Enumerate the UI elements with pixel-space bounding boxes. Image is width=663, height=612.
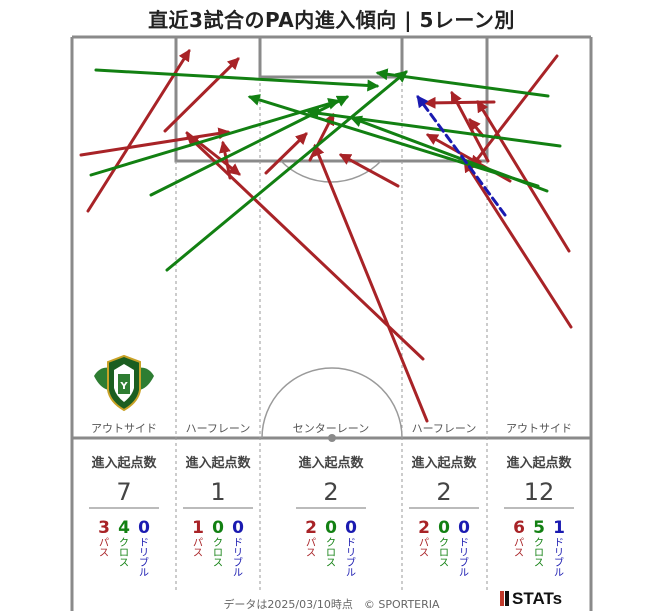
center-spot — [328, 434, 336, 442]
lane-2-pass-label: パス — [306, 537, 316, 559]
lane-0-pass-count: 3 — [98, 518, 110, 538]
lane-names: アウトサイド ハーフレーン センターレーン ハーフレーン アウトサイド — [91, 422, 572, 435]
lane-header-1: 進入起点数 — [185, 455, 251, 471]
pass-arrow-16 — [468, 118, 485, 138]
lane-1-cross-count: 0 — [212, 518, 224, 538]
lane-0-cross-label: クロス — [119, 537, 129, 569]
lane-total-0: 7 — [116, 478, 131, 506]
lane-4-cross-label: クロス — [534, 537, 544, 569]
lane-name-0: アウトサイド — [91, 422, 157, 435]
arrow-layer — [79, 48, 573, 423]
lane-3-dribble-label: ドリブル — [459, 538, 469, 579]
lane-1-dribble-count: 0 — [232, 518, 244, 538]
stats-logo-icon — [500, 591, 509, 606]
lane-4-pass-label: パス — [514, 537, 524, 559]
lane-total-4: 12 — [524, 478, 555, 506]
lane-3-pass-count: 2 — [418, 518, 430, 538]
brand-logo: STATs — [500, 589, 562, 609]
lane-name-4: アウトサイド — [506, 422, 572, 435]
pass-arrow-1 — [163, 57, 240, 133]
cross-arrow-19 — [89, 98, 341, 177]
lane-header-0: 進入起点数 — [91, 455, 157, 471]
lane-total-1: 1 — [210, 478, 225, 506]
lane-2-dribble-label: ドリブル — [346, 538, 356, 579]
pass-arrow-7 — [338, 153, 400, 188]
pass-arrow-8 — [313, 143, 429, 423]
pass-arrow-12 — [463, 159, 573, 329]
lane-header-4: 進入起点数 — [506, 455, 572, 471]
lane-3-dribble-count: 0 — [458, 518, 470, 538]
pass-arrow-13 — [423, 96, 496, 109]
pass-arrow-0 — [86, 48, 191, 213]
lane-1-pass-label: パス — [193, 537, 203, 559]
lane-0-pass-label: パス — [99, 537, 109, 559]
lane-3-cross-label: クロス — [439, 537, 449, 569]
pass-arrow-10 — [470, 54, 559, 168]
svg-text:Y: Y — [119, 381, 128, 392]
pass-arrow-9 — [186, 134, 425, 361]
pass-arrow-2 — [79, 127, 231, 157]
lane-1-pass-count: 1 — [192, 518, 204, 538]
lane-1-cross-label: クロス — [213, 537, 223, 569]
dribble-arrow-25 — [416, 95, 507, 217]
lane-total-3: 2 — [436, 478, 451, 506]
lane-4-dribble-count: 1 — [553, 518, 565, 538]
cross-arrow-24 — [349, 115, 549, 193]
lane-4-cross-count: 5 — [533, 518, 545, 538]
lane-3-cross-count: 0 — [438, 518, 450, 538]
cross-arrow-20 — [165, 70, 408, 272]
lane-0-cross-count: 4 — [118, 518, 130, 538]
pass-arrow-5 — [264, 132, 308, 175]
lane-header-2: 進入起点数 — [298, 455, 364, 471]
lane-stats: 進入起点数73パス4クロス0ドリブル進入起点数11パス0クロス0ドリブル進入起点… — [89, 455, 574, 579]
cross-arrow-21 — [375, 68, 550, 98]
lane-name-2: センターレーン — [293, 422, 369, 435]
lane-2-cross-label: クロス — [326, 537, 336, 569]
lane-2-cross-count: 0 — [325, 518, 337, 538]
lane-total-2: 2 — [323, 478, 338, 506]
lane-4-pass-count: 6 — [513, 518, 525, 538]
chart-title: 直近3試合のPA内進入傾向 | 5レーン別 — [148, 8, 515, 32]
lane-2-dribble-count: 0 — [345, 518, 357, 538]
lane-1-dribble-label: ドリブル — [233, 538, 243, 579]
lane-2-pass-count: 2 — [305, 518, 317, 538]
club-crest-icon: Y — [94, 354, 154, 412]
pitch-arcs — [261, 160, 403, 439]
lane-0-dribble-label: ドリブル — [139, 538, 149, 579]
lane-dividers — [175, 77, 488, 592]
footer-text: データは2025/03/10時点 © SPORTERIA — [223, 598, 440, 611]
lane-name-3: ハーフレーン — [412, 422, 477, 435]
cross-arrow-17 — [94, 68, 380, 92]
lane-3-pass-label: パス — [419, 537, 429, 559]
pass-arrow-4 — [218, 140, 232, 180]
lane-4-dribble-label: ドリブル — [554, 538, 564, 579]
lane-header-3: 進入起点数 — [411, 455, 477, 471]
lane-0-dribble-count: 0 — [138, 518, 150, 538]
lane-name-1: ハーフレーン — [186, 422, 251, 435]
pass-arrow-11 — [476, 99, 571, 253]
brand-name: STATs — [512, 589, 563, 608]
